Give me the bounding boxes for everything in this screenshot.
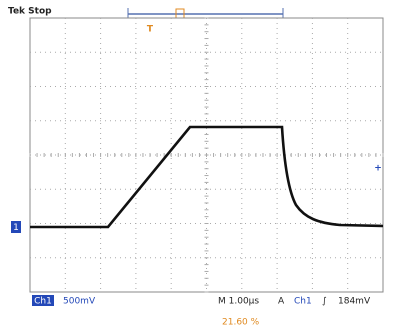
- page: Tek Stop T 1 + Ch1 500mV M 1.00µs A Ch1 …: [0, 0, 395, 329]
- trigger-level: 184mV: [338, 297, 371, 307]
- trigger-level-marker: +: [374, 164, 382, 174]
- trigger-slope: ∫: [322, 297, 327, 307]
- channel-label: Ch1: [34, 297, 52, 307]
- trigger-source: Ch1: [294, 297, 312, 307]
- timebase: M 1.00µs: [218, 297, 259, 307]
- channel-marker-label: 1: [13, 223, 19, 233]
- channel-marker: 1: [11, 221, 21, 233]
- status: Tek Stop: [8, 7, 52, 17]
- background: [0, 0, 395, 329]
- trigger-mode: A: [278, 297, 285, 307]
- vertical-scale: 500mV: [63, 297, 96, 307]
- scope-screen: Tek Stop T 1 + Ch1 500mV M 1.00µs A Ch1 …: [0, 0, 395, 329]
- trigger-position: 21.60 %: [222, 318, 260, 328]
- trigger-position-marker: T: [147, 25, 154, 35]
